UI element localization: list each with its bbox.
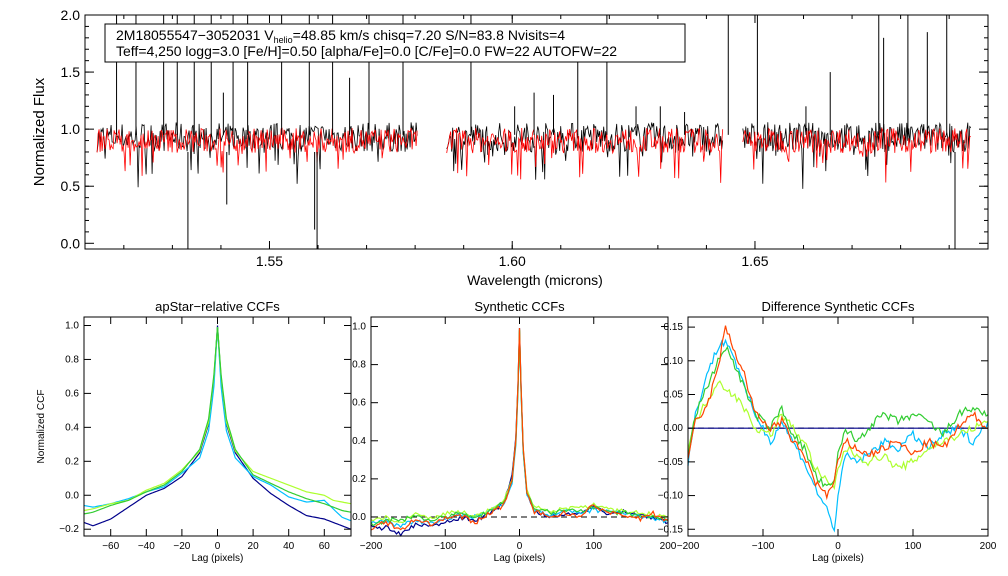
- ccf-xtick-label: 40: [283, 541, 295, 552]
- spectrum-ylabel: Normalized Flux: [31, 77, 48, 186]
- ccf-panel-2: Synthetic CCFs Lag (pixels) −200 −100 0 100 20…: [352, 299, 677, 564]
- ccf-xtick-label: −60: [102, 541, 119, 552]
- ccf-ytick-label: 0.05: [664, 389, 684, 400]
- ccf-panel-1: apStar−relative CCFs Lag (pixels) Normaliz…: [36, 299, 352, 564]
- info-line-2: Teff=4,250 logg=3.0 [Fe/H]=0.50 [alpha/F…: [116, 43, 617, 59]
- ccf-ytick-label: 1.0: [352, 322, 366, 333]
- ccf-ytick-label: 1.0: [65, 320, 79, 331]
- ccf-xtick-label: 200: [980, 541, 997, 552]
- spectrum-xtick-label: 1.60: [499, 253, 526, 269]
- spectrum-ytick-label: 2.0: [61, 7, 81, 23]
- ccf-ytick-label: 0.2: [352, 474, 366, 485]
- ccf-series-1: [370, 327, 669, 537]
- ccf-ytick-label: 0.2: [65, 456, 79, 467]
- spectrum-xtick-label: 1.65: [741, 253, 768, 269]
- ccf-ytick-label: 0.6: [65, 388, 79, 399]
- ccf-xtick-label: 0: [517, 541, 523, 552]
- ccf-xtick-label: 60: [319, 541, 331, 552]
- ccf-panel-title: Synthetic CCFs: [474, 299, 565, 314]
- ccf-ytick-label: 0.8: [352, 360, 366, 371]
- ccf-series-3: [687, 380, 989, 491]
- spectrum-panel: 1.55 1.60 1.65 0.0 0.5 1.0 1.5 2.0 2M18055547−3…: [31, 7, 989, 288]
- spectrum-ticks: 1.55 1.60 1.65 0.0 0.5 1.0 1.5 2.0: [61, 7, 988, 269]
- info-line-1: 2M18055547−3052031 Vhelio=48.85 km/s chi…: [116, 27, 565, 45]
- ccf-panel-xlabel: Lag (pixels): [494, 553, 546, 564]
- ccf-xtick-label: 100: [905, 541, 922, 552]
- ccf-panel-3: Difference Synthetic CCFs Lag (pixels) −20…: [658, 299, 997, 564]
- ccf-ytick-label: 0.4: [65, 422, 79, 433]
- ccf-series-2: [83, 327, 352, 522]
- ccf-panel-xlabel: Lag (pixels): [192, 553, 244, 564]
- ccf-series-2: [687, 338, 989, 533]
- ccf-ytick-label: 0.6: [352, 398, 366, 409]
- ccf-xtick-label: 0: [835, 541, 841, 552]
- spectrum-series-model-chip-1: [96, 127, 418, 176]
- spectrum-series-model-chip-3: [742, 127, 971, 183]
- ccf-series-2: [370, 330, 669, 529]
- ccf-xtick-label: −200: [677, 541, 700, 552]
- spectrum-xtick-label: 1.55: [256, 253, 283, 269]
- info-subscript: helio: [274, 35, 293, 45]
- ccf-series-4: [687, 345, 989, 488]
- ccf-ytick-label: −0.05: [658, 457, 684, 468]
- ccf-xtick-label: −200: [360, 541, 383, 552]
- spectrum-info-box: 2M18055547−3052031 Vhelio=48.85 km/s chi…: [104, 23, 686, 63]
- ccf-xtick-label: −100: [434, 541, 457, 552]
- ccf-xtick-label: 20: [248, 541, 260, 552]
- ccf-ytick-label: −0.2: [59, 524, 79, 535]
- ccf-series-1: [83, 325, 352, 530]
- spectrum-ytick-label: 0.0: [61, 235, 81, 251]
- ccf-series-3: [370, 329, 669, 524]
- ccf-series-5: [370, 328, 669, 531]
- spectrum-ytick-label: 1.0: [61, 121, 81, 137]
- ccf-ytick-label: 0.0: [352, 512, 366, 523]
- info-line-1-post: =48.85 km/s chisq=7.20 S/N=83.8 Nvisits=…: [293, 27, 566, 43]
- spectrum-series-model-chip-2: [446, 127, 724, 183]
- ccf-panel-ylabel: Normalized CCF: [36, 390, 47, 464]
- spectrum-frame: [84, 14, 989, 250]
- spectrum-xlabel: Wavelength (microns): [467, 272, 603, 288]
- ccf-ytick-label: −0.10: [658, 491, 684, 502]
- ccf-ytick-label: 0.8: [65, 354, 79, 365]
- ccf-ytick-label: 0.10: [664, 356, 684, 367]
- ccf-ytick-label: −0.15: [658, 524, 684, 535]
- info-line-1-pre: 2M18055547−3052031 V: [116, 27, 274, 43]
- spectrum-ytick-label: 1.5: [61, 64, 81, 80]
- ccf-xtick-label: 200: [660, 541, 677, 552]
- ccf-xtick-label: −40: [138, 541, 155, 552]
- ccf-panel-title: Difference Synthetic CCFs: [762, 299, 915, 314]
- ccf-ytick-label: 0.00: [664, 423, 684, 434]
- ccf-panel-frame: [83, 316, 352, 537]
- ccf-panel-title: apStar−relative CCFs: [155, 299, 280, 314]
- ccf-xtick-label: −100: [752, 541, 775, 552]
- info-box-frame: [104, 23, 686, 63]
- spectrum-ytick-label: 0.5: [61, 178, 81, 194]
- ccf-ytick-label: 0.4: [352, 436, 366, 447]
- ccf-panel-xlabel: Lag (pixels): [812, 553, 864, 564]
- ccf-series-4: [370, 329, 669, 527]
- ccf-xtick-label: 0: [215, 541, 221, 552]
- ccf-series-4: [83, 327, 352, 515]
- ccf-series-5: [687, 325, 988, 501]
- ccf-ytick-label: 0.0: [65, 490, 79, 501]
- ccf-ytick-label: 0.15: [664, 322, 684, 333]
- ccf-xtick-label: −20: [173, 541, 190, 552]
- ccf-panels: apStar−relative CCFs Lag (pixels) Normaliz…: [36, 299, 997, 564]
- ccf-series-3: [83, 327, 352, 512]
- ccf-xtick-label: 100: [585, 541, 602, 552]
